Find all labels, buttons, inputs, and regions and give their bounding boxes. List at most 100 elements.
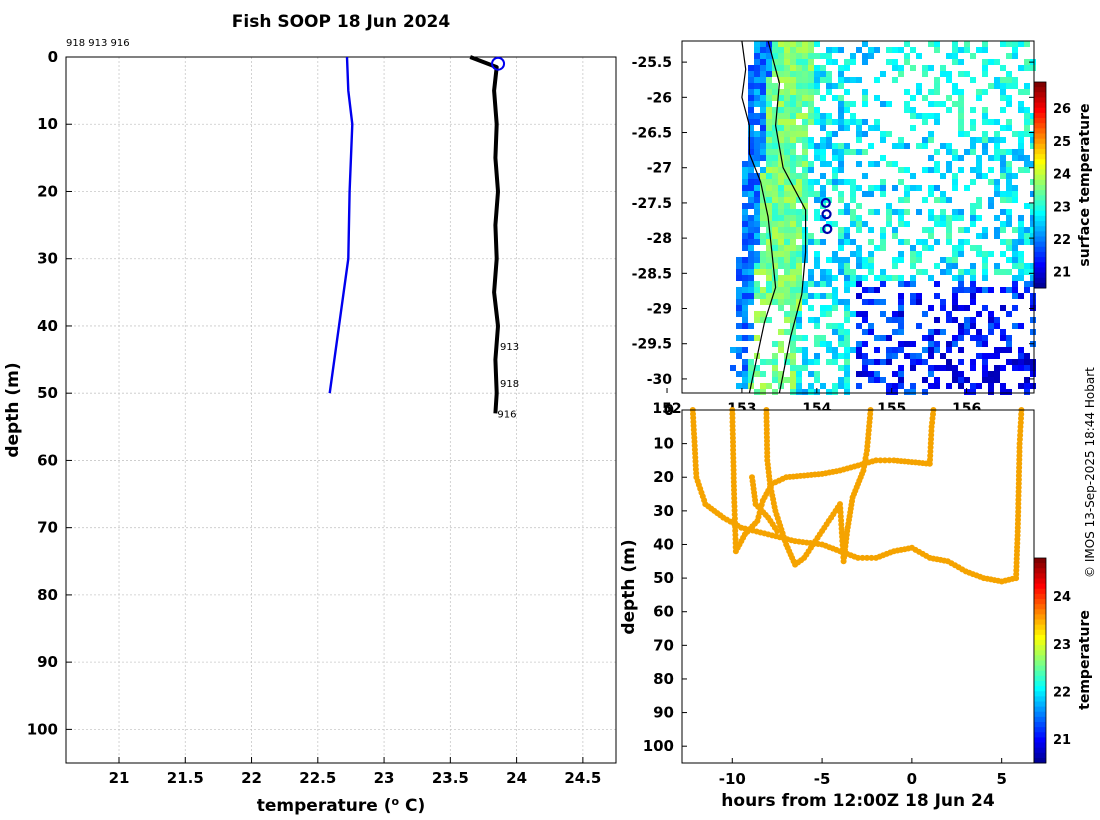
- sst-cell: [916, 83, 922, 89]
- sst-cell: [802, 167, 808, 173]
- sst-cell: [760, 101, 766, 107]
- sst-cell: [748, 107, 754, 113]
- sst-cell: [778, 305, 784, 311]
- sst-cell: [820, 125, 826, 131]
- sst-cell: [766, 191, 772, 197]
- sst-cell: [952, 305, 958, 311]
- sst-cell: [880, 131, 886, 137]
- sst-cell: [754, 83, 760, 89]
- sst-cell: [934, 161, 940, 167]
- sst-cell: [976, 251, 982, 257]
- sst-cell: [766, 113, 772, 119]
- sst-cell: [796, 179, 802, 185]
- sst-cell: [754, 389, 760, 395]
- sst-cell: [778, 197, 784, 203]
- sst-cell: [970, 245, 976, 251]
- sst-cell: [1030, 365, 1036, 371]
- sst-cell: [790, 299, 796, 305]
- sst-cell: [844, 59, 850, 65]
- sst-cell: [892, 185, 898, 191]
- sst-cell: [976, 353, 982, 359]
- sst-cell: [988, 371, 994, 377]
- sst-cell: [754, 47, 760, 53]
- sst-cell: [766, 317, 772, 323]
- sst-cell: [820, 185, 826, 191]
- sst-cell: [844, 125, 850, 131]
- ts-x-axis-label: hours from 12:00Z 18 Jun 24: [721, 791, 995, 811]
- sst-cell: [910, 275, 916, 281]
- sst-cell: [772, 293, 778, 299]
- colorbar-step: [1034, 154, 1046, 160]
- sst-cell: [1000, 305, 1006, 311]
- colorbar-tick-label: 24: [1053, 168, 1071, 183]
- sst-cell: [886, 389, 892, 395]
- sst-cell: [958, 377, 964, 383]
- ts-point: [868, 554, 875, 561]
- sst-cell: [766, 281, 772, 287]
- sst-cell: [946, 149, 952, 155]
- sst-cell: [1000, 221, 1006, 227]
- sst-cell: [862, 329, 868, 335]
- sst-cell: [910, 95, 916, 101]
- sst-cell: [994, 263, 1000, 269]
- sst-cell: [940, 143, 946, 149]
- sst-cell: [814, 263, 820, 269]
- colorbar-step: [1034, 737, 1046, 743]
- sst-cell: [946, 143, 952, 149]
- sst-cell: [844, 275, 850, 281]
- colorbar-step: [1034, 231, 1046, 237]
- sst-cell: [958, 119, 964, 125]
- sst-cell: [784, 311, 790, 317]
- colorbar-step: [1034, 179, 1046, 186]
- sst-cell: [760, 83, 766, 89]
- sst-cell: [988, 59, 994, 65]
- sst-cell: [784, 239, 790, 245]
- sst-cell: [754, 179, 760, 185]
- sst-cell: [760, 137, 766, 143]
- sst-cell: [910, 263, 916, 269]
- sst-cell: [958, 239, 964, 245]
- sst-cell: [862, 299, 868, 305]
- colorbar-step: [1034, 123, 1046, 129]
- sst-cell: [826, 275, 832, 281]
- sst-cell: [766, 293, 772, 299]
- sst-cell: [784, 65, 790, 71]
- profile-line: [469, 55, 500, 414]
- colorbar-step: [1034, 82, 1046, 88]
- sst-cell: [874, 335, 880, 341]
- sst-cell: [928, 191, 934, 197]
- sst-cell: [928, 215, 934, 221]
- sst-cell: [748, 149, 754, 155]
- sst-cell: [880, 233, 886, 239]
- sst-cell: [946, 95, 952, 101]
- sst-cell: [898, 215, 904, 221]
- sst-cell: [910, 389, 916, 395]
- sst-cell: [778, 377, 784, 383]
- sst-cell: [940, 173, 946, 179]
- colorbar-step: [1034, 267, 1046, 274]
- sst-cell: [946, 71, 952, 77]
- sst-cell: [964, 131, 970, 137]
- sst-cell: [748, 185, 754, 191]
- sst-cell: [892, 209, 898, 215]
- sst-cell: [1024, 65, 1030, 71]
- sst-cell: [832, 173, 838, 179]
- sst-cell: [760, 173, 766, 179]
- sst-cell: [928, 209, 934, 215]
- sst-cell: [862, 191, 868, 197]
- sst-cell: [844, 377, 850, 383]
- sst-cell: [778, 251, 784, 257]
- sst-cell: [760, 125, 766, 131]
- sst-cell: [766, 251, 772, 257]
- sst-cell: [946, 263, 952, 269]
- sst-cell: [790, 257, 796, 263]
- sst-cell: [934, 341, 940, 347]
- sst-cell: [814, 83, 820, 89]
- sst-cell: [1000, 83, 1006, 89]
- sst-cell: [826, 53, 832, 59]
- sst-cell: [766, 245, 772, 251]
- sst-cell: [994, 227, 1000, 233]
- sst-cell: [760, 209, 766, 215]
- x-tick-label: 24.5: [564, 769, 601, 787]
- sst-cell: [766, 137, 772, 143]
